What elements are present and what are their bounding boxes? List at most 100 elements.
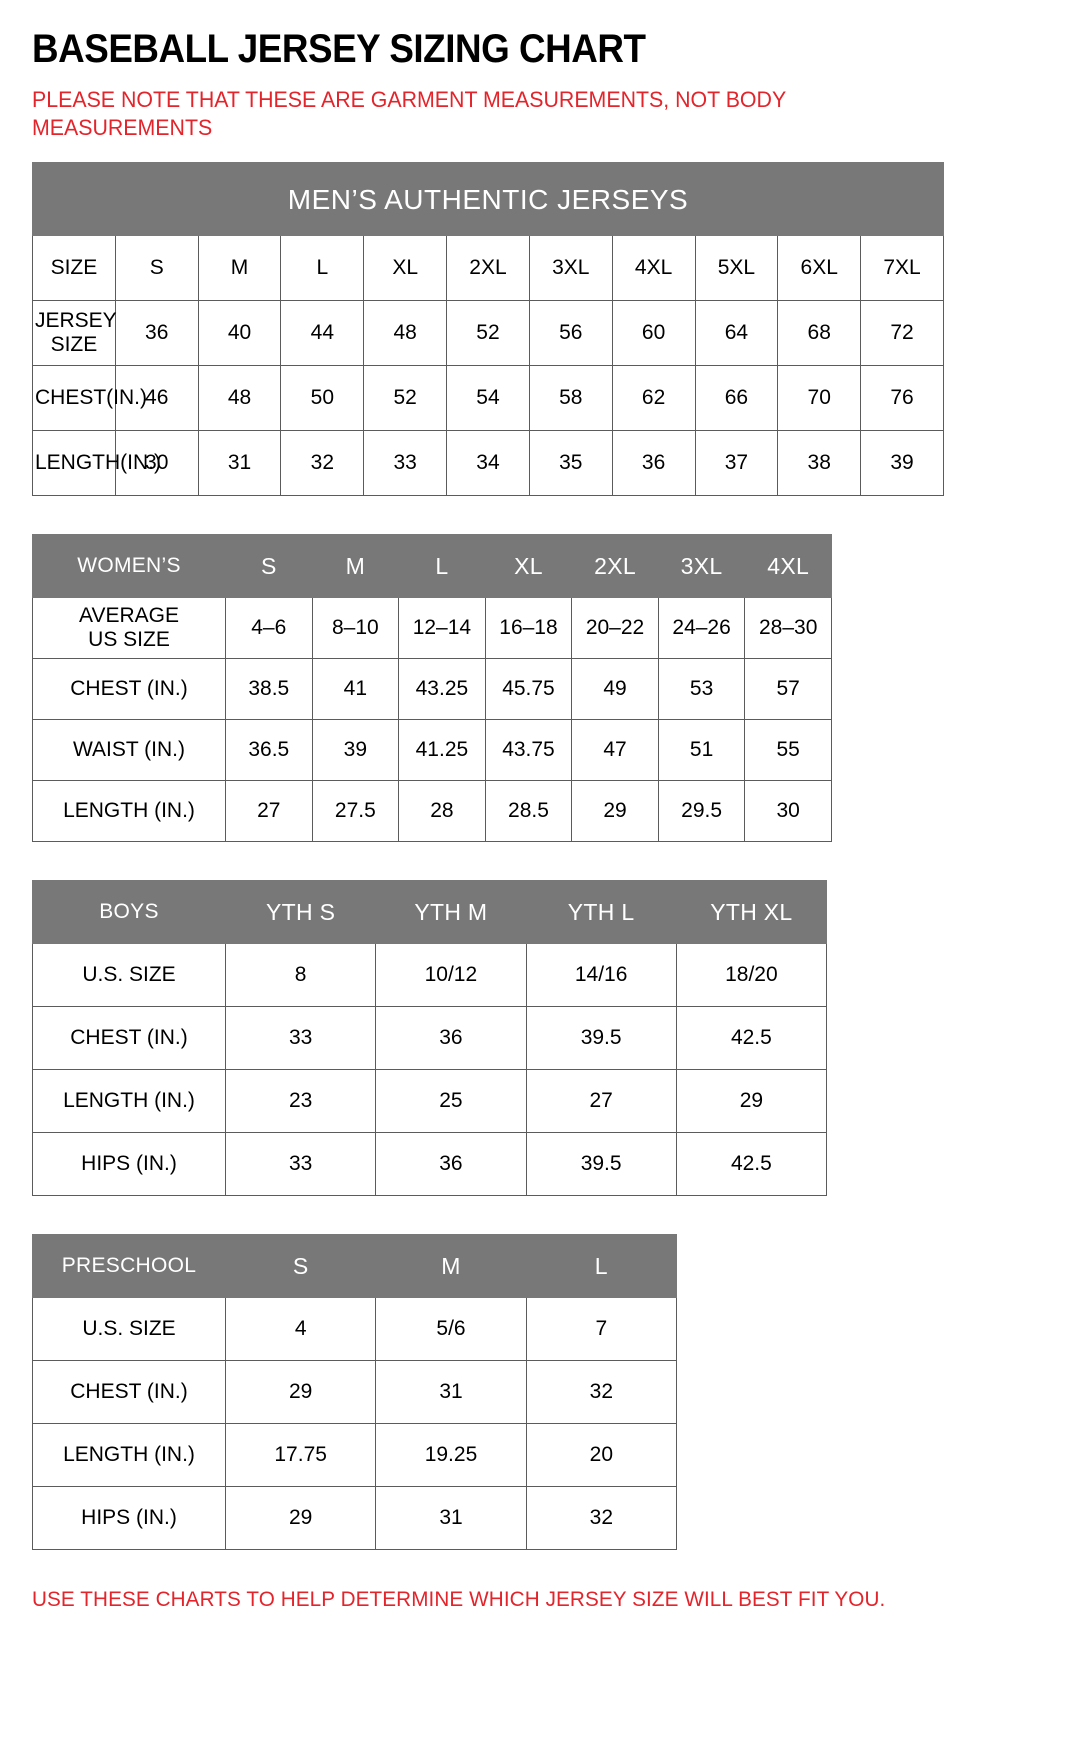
table-cell: 29 bbox=[224, 1360, 377, 1425]
table-row: CHEST (IN.) 33 36 39.5 42.5 bbox=[32, 1006, 828, 1071]
table-cell: 35 bbox=[528, 430, 613, 497]
column-header-size: S bbox=[224, 1234, 377, 1299]
table-row: CHEST (IN.) 29 31 32 bbox=[32, 1360, 678, 1425]
table-cell: 19.25 bbox=[375, 1423, 527, 1488]
table-cell: 29 bbox=[675, 1069, 828, 1134]
row-label: CHEST (IN.) bbox=[32, 1360, 226, 1425]
column-header-size: S bbox=[114, 235, 199, 302]
table-cell: 48 bbox=[197, 365, 282, 432]
table-cell: 10/12 bbox=[375, 943, 527, 1008]
table-cell: 31 bbox=[375, 1486, 527, 1551]
column-header-size: YTH S bbox=[224, 880, 377, 945]
table-cell: 32 bbox=[525, 1486, 678, 1551]
table-row: U.S. SIZE 4 5/6 7 bbox=[32, 1297, 678, 1362]
table-cell: 4 bbox=[224, 1297, 377, 1362]
column-header-size: M bbox=[197, 235, 282, 302]
table-cell: 52 bbox=[446, 300, 530, 367]
table-cell: 43.25 bbox=[398, 658, 486, 721]
table-cell: 58 bbox=[528, 365, 613, 432]
table-cell: 39 bbox=[311, 719, 400, 782]
row-label: U.S. SIZE bbox=[32, 943, 226, 1008]
row-label: WAIST (IN.) bbox=[32, 719, 226, 782]
table-cell: 52 bbox=[363, 365, 448, 432]
table-row: CHEST(IN.) 46 48 50 52 54 58 62 66 70 76 bbox=[32, 365, 944, 432]
table-cell: 4–6 bbox=[225, 597, 313, 660]
row-label: CHEST (IN.) bbox=[32, 1006, 226, 1071]
table-cell: 29 bbox=[571, 780, 659, 843]
table-row: JERSEY SIZE 36 40 44 48 52 56 60 64 68 72 bbox=[32, 300, 944, 367]
table-cell: 36 bbox=[375, 1132, 527, 1197]
table-cell: 5/6 bbox=[375, 1297, 527, 1362]
table-cell: 62 bbox=[611, 365, 696, 432]
column-header-size: 6XL bbox=[777, 235, 862, 302]
table-cell: 60 bbox=[611, 300, 696, 367]
column-header-size: 4XL bbox=[611, 235, 696, 302]
table-row: HIPS (IN.) 29 31 32 bbox=[32, 1486, 678, 1551]
column-header-size: 3XL bbox=[657, 534, 746, 599]
table-cell: 25 bbox=[375, 1069, 527, 1134]
table-cell: 39 bbox=[860, 430, 944, 497]
chart-footnote: USE THESE CHARTS TO HELP DETERMINE WHICH… bbox=[32, 1588, 886, 1612]
table-cell: 36.5 bbox=[225, 719, 313, 782]
table-cell: 27 bbox=[225, 780, 313, 843]
column-header-size: 2XL bbox=[446, 235, 530, 302]
table-cell: 17.75 bbox=[224, 1423, 377, 1488]
table-cell: 47 bbox=[571, 719, 659, 782]
table-cell: 51 bbox=[657, 719, 746, 782]
table-cell: 28 bbox=[398, 780, 486, 843]
table-cell: 33 bbox=[363, 430, 448, 497]
preschool-sizing-table: PRESCHOOL S M L U.S. SIZE 4 5/6 7 CHEST (IN.) 29 3… bbox=[32, 1234, 678, 1551]
column-header-size: 7XL bbox=[860, 235, 944, 302]
table-cell: 57 bbox=[744, 658, 832, 721]
table-row: AVERAGE US SIZE 4–6 8–10 12–14 16–18 20–22 24–2… bbox=[32, 597, 832, 660]
table-cell: 16–18 bbox=[484, 597, 573, 660]
column-header-size: XL bbox=[484, 534, 573, 599]
column-header-size: 2XL bbox=[571, 534, 659, 599]
table-cell: 46 bbox=[114, 365, 199, 432]
table-row: LENGTH (IN.) 17.75 19.25 20 bbox=[32, 1423, 678, 1488]
table-cell: 28–30 bbox=[744, 597, 832, 660]
table-cell: 32 bbox=[280, 430, 365, 497]
womens-sizing-table: WOMEN’S S M L XL 2XL 3XL 4XL AVERAGE US SIZE 4–6 8–… bbox=[32, 534, 832, 843]
column-header-size: 3XL bbox=[528, 235, 613, 302]
table-row: HIPS (IN.) 33 36 39.5 42.5 bbox=[32, 1132, 828, 1197]
table-cell: 38.5 bbox=[225, 658, 313, 721]
column-header-size: 4XL bbox=[744, 534, 832, 599]
table-cell: 8 bbox=[224, 943, 377, 1008]
table-row: CHEST (IN.) 38.5 41 43.25 45.75 49 53 57 bbox=[32, 658, 832, 721]
mens-sizing-table: MEN’S AUTHENTIC JERSEYS SIZE S M L XL 2XL 3XL 4X… bbox=[32, 162, 944, 497]
table-cell: 72 bbox=[860, 300, 944, 367]
row-label: U.S. SIZE bbox=[32, 1297, 226, 1362]
row-label: HIPS (IN.) bbox=[32, 1132, 226, 1197]
column-header-size: YTH XL bbox=[675, 880, 828, 945]
table-cell: 45.75 bbox=[484, 658, 573, 721]
table-cell: 41 bbox=[311, 658, 400, 721]
boys-sizing-table: BOYS YTH S YTH M YTH L YTH XL U.S. SIZE 8 10/12… bbox=[32, 880, 828, 1197]
row-label: AVERAGE US SIZE bbox=[32, 597, 226, 660]
table-cell: 36 bbox=[114, 300, 199, 367]
table-cell: 39.5 bbox=[525, 1132, 677, 1197]
table-cell: 24–26 bbox=[657, 597, 746, 660]
table-header-row: BOYS YTH S YTH M YTH L YTH XL bbox=[32, 880, 828, 945]
table-cell: 42.5 bbox=[675, 1006, 828, 1071]
table-cell: 42.5 bbox=[675, 1132, 828, 1197]
table-cell: 44 bbox=[280, 300, 365, 367]
table-cell: 27 bbox=[525, 1069, 677, 1134]
table-banner-row: MEN’S AUTHENTIC JERSEYS bbox=[32, 162, 944, 237]
table-cell: 41.25 bbox=[398, 719, 486, 782]
table-row: U.S. SIZE 8 10/12 14/16 18/20 bbox=[32, 943, 828, 1008]
table-cell: 54 bbox=[446, 365, 530, 432]
table-cell: 53 bbox=[657, 658, 746, 721]
table-cell: 48 bbox=[363, 300, 448, 367]
row-label: LENGTH (IN.) bbox=[32, 1423, 226, 1488]
table-cell: 43.75 bbox=[484, 719, 573, 782]
table-cell: 36 bbox=[611, 430, 696, 497]
table-cell: 70 bbox=[777, 365, 862, 432]
column-header-category: BOYS bbox=[32, 880, 226, 945]
row-label: LENGTH (IN.) bbox=[32, 1069, 226, 1134]
column-header-size: L bbox=[398, 534, 486, 599]
table-cell: 7 bbox=[525, 1297, 678, 1362]
column-header-size: M bbox=[375, 1234, 527, 1299]
table-header-row: SIZE S M L XL 2XL 3XL 4XL 5XL 6XL 7XL bbox=[32, 235, 944, 302]
